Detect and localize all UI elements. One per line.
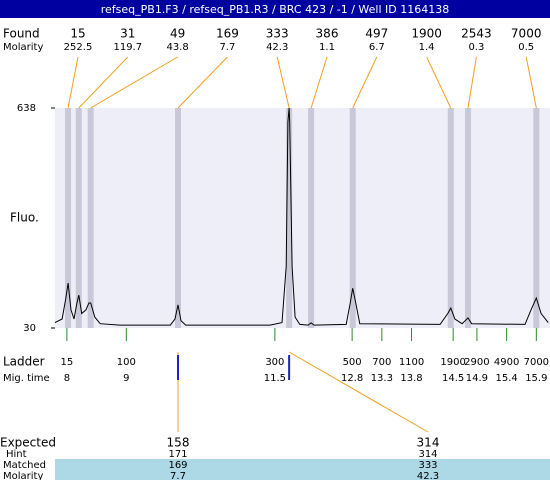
found-molarity: 119.7 <box>113 42 142 53</box>
ladder-size: 300 <box>265 357 284 368</box>
found-size: 31 <box>120 27 135 41</box>
found-molarity: 252.5 <box>64 42 93 53</box>
y-tick-label: 30 <box>23 323 36 334</box>
found-size: 7000 <box>511 27 542 41</box>
found-molarity: 42.3 <box>266 42 288 53</box>
expected-value: 158 <box>167 436 190 450</box>
plot-area <box>55 108 550 328</box>
peak-band <box>447 108 454 328</box>
matched-band <box>55 459 550 480</box>
found-size: 333 <box>266 27 289 41</box>
found-connector <box>352 56 378 109</box>
matched-molarity: 7.7 <box>170 471 186 480</box>
found-label: Found <box>3 27 40 41</box>
peak-band <box>349 108 356 328</box>
ladder-size: 7000 <box>524 357 549 368</box>
ladder-size: 15 <box>61 357 74 368</box>
matched-label: Matched <box>3 460 46 471</box>
peak-band <box>75 108 82 328</box>
expected-label: Expected <box>0 436 56 450</box>
ladder-size: 700 <box>372 357 391 368</box>
mig-time-label: Mig. time <box>3 373 50 384</box>
found-size: 15 <box>70 27 85 41</box>
ladder-label: Ladder <box>3 355 45 369</box>
found-molarity: 1.4 <box>419 42 435 53</box>
peak-band <box>533 108 540 328</box>
matched-value: 169 <box>168 460 187 471</box>
found-size: 497 <box>365 27 388 41</box>
ladder-time: 13.3 <box>371 373 393 384</box>
found-molarity: 0.5 <box>518 42 534 53</box>
found-molarity: 1.1 <box>319 42 335 53</box>
ladder-time: 15.9 <box>525 373 547 384</box>
match-connector <box>288 351 429 433</box>
peak-band <box>175 108 182 328</box>
found-connector <box>467 56 477 109</box>
hint-label: Hint <box>6 449 27 460</box>
found-molarity: 0.3 <box>468 42 484 53</box>
peak-band <box>308 108 315 328</box>
peak-band <box>286 108 293 328</box>
ladder-size: 1100 <box>399 357 424 368</box>
matched-molarity: 42.3 <box>417 471 439 480</box>
found-molarity: 7.7 <box>219 42 235 53</box>
peak-band <box>87 108 94 328</box>
ladder-time: 14.5 <box>442 373 464 384</box>
peak-band <box>65 108 72 328</box>
peak-band <box>464 108 471 328</box>
found-size: 386 <box>316 27 339 41</box>
ladder-size: 4900 <box>494 357 519 368</box>
ladder-time: 14.9 <box>466 373 488 384</box>
hint-value: 171 <box>168 449 187 460</box>
found-size: 1900 <box>411 27 442 41</box>
ladder-time: 8 <box>64 373 70 384</box>
molarity-row-label: Molarity <box>3 471 43 480</box>
ladder-size: 1900 <box>440 357 465 368</box>
found-molarity: 6.7 <box>369 42 385 53</box>
found-connector <box>90 56 178 109</box>
trace <box>54 107 549 326</box>
found-connector <box>310 56 328 109</box>
found-connector <box>276 56 290 109</box>
found-connector <box>177 56 228 109</box>
found-molarity: 43.8 <box>166 42 188 53</box>
y-tick-label: 638 <box>17 103 36 114</box>
ladder-time: 13.8 <box>400 373 422 384</box>
found-size: 2543 <box>461 27 492 41</box>
matched-value: 333 <box>418 460 437 471</box>
ladder-time: 12.8 <box>341 373 363 384</box>
found-connector <box>525 56 537 109</box>
y-axis-label: Fluo. <box>10 211 39 225</box>
found-size: 169 <box>216 27 239 41</box>
found-connector <box>67 56 79 109</box>
ladder-time: 15.4 <box>495 373 517 384</box>
ladder-size: 500 <box>343 357 362 368</box>
molarity-label: Molarity <box>3 42 43 53</box>
expected-value: 314 <box>417 436 440 450</box>
ladder-size: 100 <box>117 357 136 368</box>
ladder-size: 2900 <box>464 357 489 368</box>
found-connector <box>426 56 452 109</box>
ladder-time: 11.5 <box>264 373 286 384</box>
ladder-time: 9 <box>123 373 129 384</box>
title-bar <box>0 0 550 18</box>
found-size: 49 <box>170 27 185 41</box>
hint-value: 314 <box>418 449 437 460</box>
chart-title: refseq_PB1.F3 / refseq_PB1.R3 / BRC 423 … <box>101 3 450 16</box>
found-connector <box>78 56 129 109</box>
